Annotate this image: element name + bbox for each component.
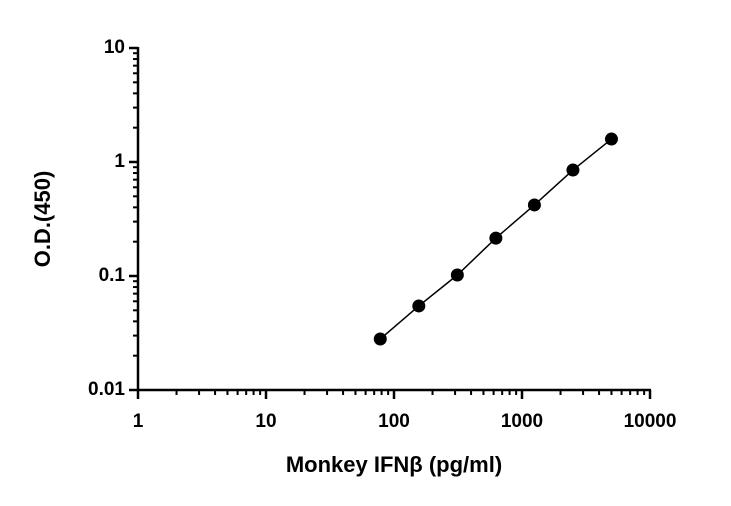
data-point bbox=[527, 198, 541, 212]
x-tick-label: 10000 bbox=[624, 411, 677, 432]
x-axis-title: Monkey IFNβ (pg/ml) bbox=[286, 452, 502, 477]
data-point bbox=[566, 163, 580, 177]
y-axis-title: O.D.(450) bbox=[30, 171, 55, 268]
x-tick-label: 1000 bbox=[501, 411, 543, 432]
y-tick-label: 10 bbox=[104, 37, 125, 58]
data-point bbox=[412, 299, 426, 313]
x-tick-label: 100 bbox=[378, 411, 410, 432]
y-tick-label: 0.1 bbox=[99, 265, 126, 286]
data-point bbox=[450, 268, 464, 282]
y-tick-label: 0.01 bbox=[88, 379, 125, 400]
data-point bbox=[489, 231, 503, 245]
x-tick-label: 1 bbox=[133, 411, 144, 432]
data-point bbox=[604, 132, 618, 146]
y-tick-label: 1 bbox=[114, 151, 125, 172]
x-tick-label: 10 bbox=[255, 411, 276, 432]
data-point bbox=[373, 332, 387, 346]
